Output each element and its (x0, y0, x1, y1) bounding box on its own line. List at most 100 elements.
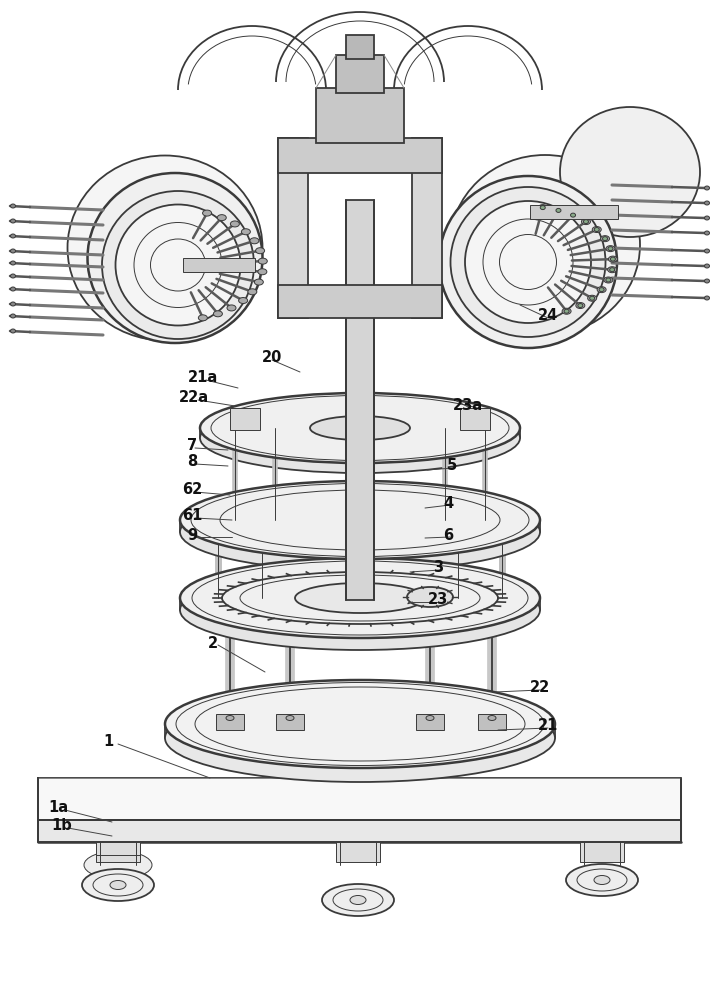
Ellipse shape (11, 261, 16, 265)
Ellipse shape (539, 205, 547, 211)
Bar (346, 200, 374, 600)
Bar (336, 55, 384, 93)
Ellipse shape (180, 493, 540, 571)
Text: 9: 9 (187, 528, 197, 542)
Text: 8: 8 (187, 454, 197, 470)
Text: 4: 4 (443, 495, 453, 510)
Ellipse shape (610, 268, 615, 272)
Text: 3: 3 (433, 560, 443, 576)
Ellipse shape (11, 274, 16, 278)
Ellipse shape (230, 221, 239, 227)
Text: 24: 24 (538, 308, 558, 324)
Ellipse shape (569, 212, 577, 218)
Ellipse shape (258, 269, 267, 275)
Text: 6: 6 (443, 528, 453, 542)
Ellipse shape (705, 279, 710, 283)
Ellipse shape (604, 277, 613, 283)
Ellipse shape (705, 249, 710, 253)
Ellipse shape (554, 207, 563, 213)
Ellipse shape (82, 869, 154, 901)
Ellipse shape (200, 393, 520, 463)
Ellipse shape (705, 296, 710, 300)
Text: 22: 22 (530, 680, 550, 696)
Bar (460, 408, 490, 430)
Ellipse shape (258, 258, 267, 264)
Ellipse shape (705, 201, 710, 205)
Ellipse shape (564, 309, 569, 313)
Ellipse shape (217, 215, 226, 221)
Ellipse shape (584, 220, 588, 224)
Ellipse shape (426, 716, 434, 720)
Ellipse shape (599, 288, 604, 292)
Ellipse shape (255, 279, 263, 285)
Ellipse shape (165, 694, 555, 782)
Text: 22a: 22a (179, 390, 209, 406)
Ellipse shape (540, 206, 545, 210)
Bar (230, 408, 260, 430)
Ellipse shape (592, 227, 601, 233)
Bar (183, 258, 255, 272)
Ellipse shape (11, 329, 16, 333)
Ellipse shape (242, 229, 250, 235)
Ellipse shape (571, 213, 575, 217)
Ellipse shape (110, 880, 126, 890)
Ellipse shape (562, 308, 571, 314)
Bar (276, 714, 304, 730)
Text: 61: 61 (182, 508, 202, 524)
Ellipse shape (248, 289, 257, 295)
Ellipse shape (88, 173, 262, 343)
Ellipse shape (608, 247, 613, 251)
Ellipse shape (600, 236, 610, 242)
Ellipse shape (439, 176, 617, 348)
Ellipse shape (322, 884, 394, 916)
Ellipse shape (200, 403, 520, 473)
Ellipse shape (407, 587, 453, 607)
Bar (346, 35, 374, 59)
Ellipse shape (295, 583, 425, 613)
Text: 7: 7 (187, 438, 197, 454)
Ellipse shape (11, 314, 16, 318)
Ellipse shape (84, 851, 152, 879)
Ellipse shape (608, 256, 618, 262)
Ellipse shape (603, 237, 608, 241)
Ellipse shape (606, 246, 615, 252)
Ellipse shape (250, 238, 259, 244)
Ellipse shape (705, 264, 710, 268)
Ellipse shape (597, 287, 606, 293)
Ellipse shape (310, 416, 410, 440)
Ellipse shape (595, 228, 599, 232)
Text: 20: 20 (262, 351, 282, 365)
Ellipse shape (350, 896, 366, 904)
Ellipse shape (594, 876, 610, 884)
Text: 62: 62 (182, 483, 202, 497)
Bar (580, 842, 624, 862)
Ellipse shape (68, 155, 262, 340)
Ellipse shape (165, 680, 555, 768)
Ellipse shape (11, 204, 16, 208)
Ellipse shape (576, 303, 585, 309)
Bar (278, 138, 442, 173)
Ellipse shape (590, 296, 595, 300)
Ellipse shape (610, 257, 615, 261)
Ellipse shape (556, 208, 561, 212)
Text: 2: 2 (208, 636, 218, 650)
Text: 21: 21 (538, 718, 558, 734)
Ellipse shape (11, 302, 16, 306)
Ellipse shape (180, 481, 540, 559)
Ellipse shape (578, 304, 583, 308)
Bar (278, 285, 442, 318)
Ellipse shape (286, 716, 294, 720)
Ellipse shape (227, 305, 236, 311)
Bar (316, 88, 404, 143)
Text: 1a: 1a (48, 800, 68, 816)
Ellipse shape (451, 187, 605, 337)
Text: 23a: 23a (453, 398, 483, 414)
Bar (336, 842, 380, 862)
Ellipse shape (11, 249, 16, 253)
Ellipse shape (203, 210, 211, 216)
Ellipse shape (255, 248, 265, 254)
Ellipse shape (226, 716, 234, 720)
Polygon shape (38, 778, 681, 820)
Ellipse shape (705, 231, 710, 235)
Text: 1: 1 (103, 734, 113, 750)
